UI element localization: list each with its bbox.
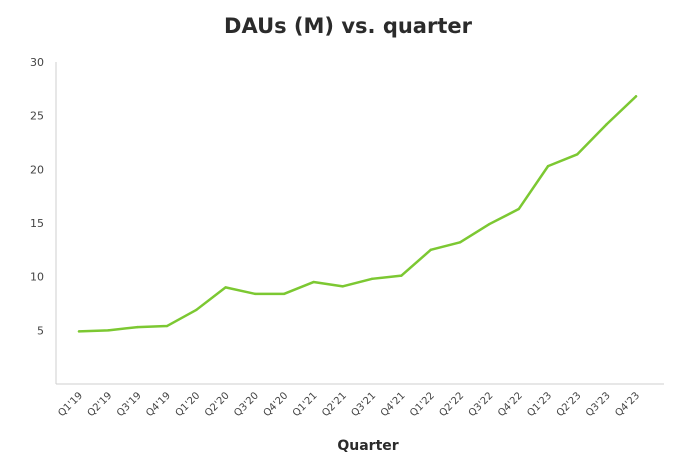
x-tick-label: Q3'23 [584,390,613,419]
x-tick-label: Q2'20 [203,390,232,419]
x-tick-label: Q1'22 [408,390,437,419]
data-point [400,274,403,277]
data-point [458,241,462,244]
x-tick-label: Q4'20 [262,390,291,419]
x-tick-label: Q3'19 [115,390,144,419]
y-tick-label: 20 [30,163,44,176]
x-tick-label: Q2'19 [86,390,115,419]
data-point [576,153,579,156]
y-tick-label: 25 [30,110,44,123]
data-point [253,292,257,296]
data-point [283,292,286,296]
data-point [77,330,81,333]
x-tick-label: Q1'21 [291,390,320,419]
series-line [77,95,638,333]
y-tick-label: 15 [30,217,44,230]
data-point [634,95,638,98]
x-tick-label: Q4'22 [496,390,525,419]
x-tick-label: Q4'21 [379,390,408,419]
data-point [429,248,432,252]
data-point [488,222,491,226]
data-point [195,308,198,312]
x-axis-title: Quarter [337,438,399,454]
x-tick-label: Q4'19 [144,390,173,419]
x-tick-label: Q4'23 [613,390,642,419]
x-tick-label: Q2'22 [437,390,466,419]
data-point [107,329,110,332]
data-point [224,286,227,289]
data-point [605,123,608,126]
x-tick-label: Q2'21 [320,390,349,419]
x-tick-label: Q2'23 [555,390,584,419]
x-tick-label: Q3'22 [467,390,496,419]
data-point [312,280,315,284]
x-tick-label: Q3'21 [349,390,378,419]
data-point [165,324,169,328]
x-tick-label: Q3'20 [232,390,261,419]
data-point [546,164,550,168]
chart-title: DAUs (M) vs. quarter [224,14,472,38]
x-tick-label: Q1'20 [174,390,203,419]
x-tick-label: Q1'23 [525,390,554,419]
data-point [341,285,345,288]
x-axis: Q1'19 Q2'19 Q3'19 Q4'19 Q1'20 Q2'20 Q3'20 Q4'20… [56,383,664,419]
data-point [370,277,374,281]
series-group [77,95,638,333]
y-tick-label: 30 [30,56,44,69]
y-tick-label: 10 [30,271,44,284]
data-point [136,325,139,329]
x-tick-label: Q1'19 [56,390,85,419]
y-axis: 5 10 15 20 25 30 [30,56,57,384]
data-point [517,207,520,211]
y-tick-label: 5 [37,324,44,337]
